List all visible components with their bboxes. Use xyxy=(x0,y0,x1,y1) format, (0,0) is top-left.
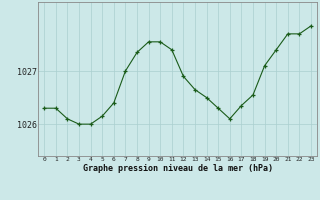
X-axis label: Graphe pression niveau de la mer (hPa): Graphe pression niveau de la mer (hPa) xyxy=(83,164,273,173)
